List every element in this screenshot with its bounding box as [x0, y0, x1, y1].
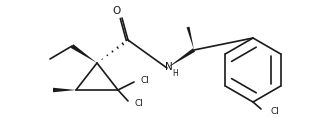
Text: H: H [172, 68, 178, 78]
Polygon shape [167, 48, 195, 68]
Polygon shape [71, 44, 97, 63]
Polygon shape [187, 27, 194, 50]
Text: O: O [113, 6, 121, 16]
Text: Cl: Cl [135, 100, 144, 108]
Text: Cl: Cl [271, 108, 280, 116]
Text: Cl: Cl [141, 75, 150, 85]
Text: N: N [165, 62, 173, 72]
Polygon shape [53, 88, 76, 92]
